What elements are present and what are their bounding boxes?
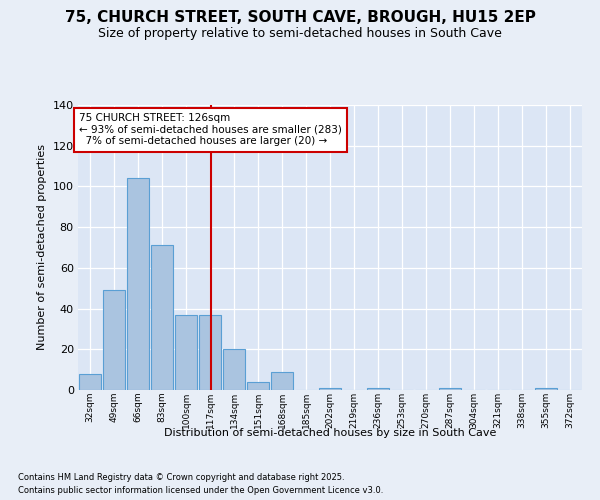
Bar — [127, 178, 149, 390]
Text: Contains public sector information licensed under the Open Government Licence v3: Contains public sector information licen… — [18, 486, 383, 495]
Bar — [439, 388, 461, 390]
Bar — [79, 374, 101, 390]
Bar — [151, 246, 173, 390]
Bar — [367, 388, 389, 390]
Bar — [319, 388, 341, 390]
Bar — [175, 314, 197, 390]
Bar — [199, 314, 221, 390]
Bar — [535, 388, 557, 390]
Bar — [247, 382, 269, 390]
Y-axis label: Number of semi-detached properties: Number of semi-detached properties — [37, 144, 47, 350]
Bar — [223, 350, 245, 390]
Text: Distribution of semi-detached houses by size in South Cave: Distribution of semi-detached houses by … — [164, 428, 496, 438]
Text: 75 CHURCH STREET: 126sqm
← 93% of semi-detached houses are smaller (283)
  7% of: 75 CHURCH STREET: 126sqm ← 93% of semi-d… — [79, 113, 342, 146]
Text: Contains HM Land Registry data © Crown copyright and database right 2025.: Contains HM Land Registry data © Crown c… — [18, 472, 344, 482]
Text: 75, CHURCH STREET, SOUTH CAVE, BROUGH, HU15 2EP: 75, CHURCH STREET, SOUTH CAVE, BROUGH, H… — [65, 10, 535, 25]
Text: Size of property relative to semi-detached houses in South Cave: Size of property relative to semi-detach… — [98, 28, 502, 40]
Bar — [103, 290, 125, 390]
Bar — [271, 372, 293, 390]
